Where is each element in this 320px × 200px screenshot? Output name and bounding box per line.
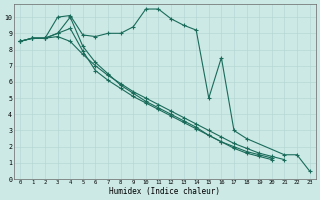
X-axis label: Humidex (Indice chaleur): Humidex (Indice chaleur) <box>109 187 220 196</box>
